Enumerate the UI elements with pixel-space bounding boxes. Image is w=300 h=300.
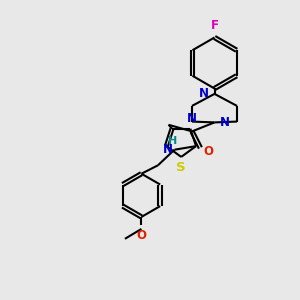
Text: O: O — [203, 145, 213, 158]
Text: F: F — [211, 19, 218, 32]
Text: O: O — [136, 229, 146, 242]
Text: N: N — [187, 112, 197, 125]
Text: N: N — [199, 87, 209, 101]
Text: S: S — [176, 161, 186, 174]
Text: H: H — [168, 136, 178, 146]
Text: N: N — [163, 143, 173, 156]
Text: N: N — [220, 116, 230, 129]
